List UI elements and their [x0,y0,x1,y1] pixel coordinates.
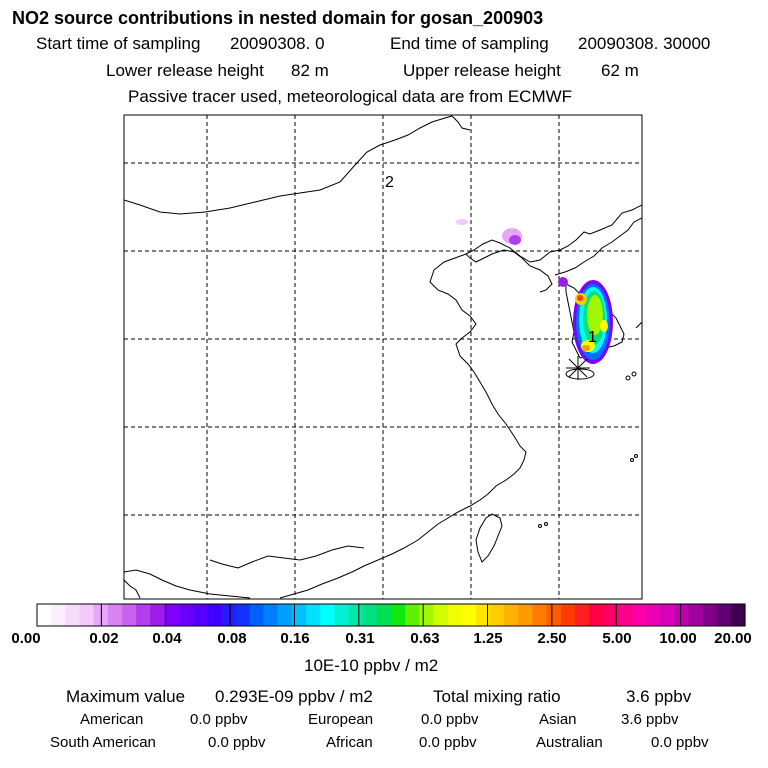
region-value: 0.0 ppbv [421,711,479,728]
colorbar-swatch [631,604,647,626]
upper-height-label: Upper release height [403,61,561,80]
end-time-value: 20090308. 30000 [578,34,711,53]
colorbar-tick-label: 1.25 [473,630,503,647]
colorbar-tick-label: 0.08 [217,630,247,647]
colorbar-tick-label: 5.00 [602,630,632,647]
colorbar-swatch [65,604,81,626]
point-2-label: 2 [385,174,394,191]
total-mixing-label: Total mixing ratio [433,687,561,706]
colorbar-tick-label: 0.16 [280,630,310,647]
colorbar [37,604,746,626]
colorbar-swatch [589,604,604,626]
colorbar-tick-label: 10.00 [659,630,697,647]
colorbar-tick-label: 20.00 [714,630,752,647]
colorbar-swatch [192,604,208,626]
upper-height-value: 62 m [601,61,639,80]
lower-height-label: Lower release height [106,61,264,80]
max-value-label: Maximum value [66,687,186,706]
region-value: 0.0 ppbv [190,711,248,728]
region-name: European [308,711,374,728]
colorbar-swatch [546,604,562,626]
colorbar-swatch [376,604,392,626]
colorbar-swatch [688,604,704,626]
colorbar-tick-label: 0.00 [11,630,41,647]
colorbar-swatch [504,604,520,626]
region-value: 3.6 ppbv [621,711,679,728]
colorbar-swatch [107,604,123,626]
colorbar-swatch [235,604,250,626]
tracer-note: Passive tracer used, meteorological data… [128,87,573,106]
region-value: 0.0 ppbv [419,734,477,751]
colorbar-swatch [475,604,491,626]
colorbar-swatch [136,604,151,626]
map-frame [123,114,643,600]
colorbar-tick-label: 0.02 [89,630,119,647]
colorbar-tick-label: 0.04 [152,630,182,647]
lower-height-value: 82 m [291,61,329,80]
colorbar-swatch [660,604,675,626]
plot-title: NO2 source contributions in nested domai… [12,8,544,28]
region-name: African [326,734,373,751]
region-name: American [80,711,144,728]
colorbar-swatch [306,604,321,626]
colorbar-swatch [249,604,265,626]
colorbar-swatch [419,604,435,626]
colorbar-swatch [150,604,166,626]
colorbar-swatch [348,604,364,626]
colorbar-swatch [603,604,619,626]
colorbar-swatch [178,604,194,626]
colorbar-swatch [674,604,689,626]
max-value: 0.293E-09 ppbv / m2 [215,687,373,706]
colorbar-swatch [263,604,279,626]
colorbar-swatch [206,604,222,626]
start-time-label: Start time of sampling [36,34,201,53]
colorbar-ticks [100,604,682,626]
colorbar-swatch [221,604,236,626]
colorbar-swatch [405,604,420,626]
end-time-label: End time of sampling [390,34,549,53]
start-time-value: 20090308. 0 [230,34,325,53]
total-mixing-value: 3.6 ppbv [626,687,692,706]
region-name: Asian [539,711,577,728]
colorbar-swatch [277,604,293,626]
colorbar-swatch [79,604,95,626]
colorbar-swatch [334,604,350,626]
colorbar-swatch [532,604,548,626]
colorbar-swatch [645,604,661,626]
colorbar-swatch [716,604,732,626]
colorbar-swatch [320,604,335,626]
colorbar-swatch [730,604,746,626]
colorbar-swatch [575,604,590,626]
colorbar-tick-label: 0.31 [345,630,375,647]
colorbar-swatch [518,604,534,626]
colorbar-swatch [51,604,66,626]
lat-lon-grid [124,115,642,599]
colorbar-swatch [560,604,576,626]
colorbar-swatch [37,604,52,626]
colorbar-swatch [461,604,477,626]
colorbar-swatch [702,604,718,626]
colorbar-swatch [447,604,463,626]
region-value: 0.0 ppbv [651,734,709,751]
asterisk-icon [566,356,590,380]
colorbar-swatch [391,604,406,626]
point-1-label: 1 [588,329,597,346]
colorbar-swatch [433,604,449,626]
region-name: Australian [536,734,603,751]
colorbar-swatch [617,604,633,626]
colorbar-swatch [490,604,505,626]
colorbar-swatch [362,604,378,626]
colorbar-tick-label: 0.63 [410,630,440,647]
colorbar-swatch [291,604,307,626]
region-name: South American [50,734,156,751]
colorbar-swatch [121,604,137,626]
colorbar-swatch [164,604,180,626]
colorbar-units: 10E-10 ppbv / m2 [304,656,439,675]
region-value: 0.0 ppbv [208,734,266,751]
source-contribution-field [456,219,613,364]
colorbar-frame [36,603,746,627]
colorbar-tick-label: 2.50 [537,630,567,647]
